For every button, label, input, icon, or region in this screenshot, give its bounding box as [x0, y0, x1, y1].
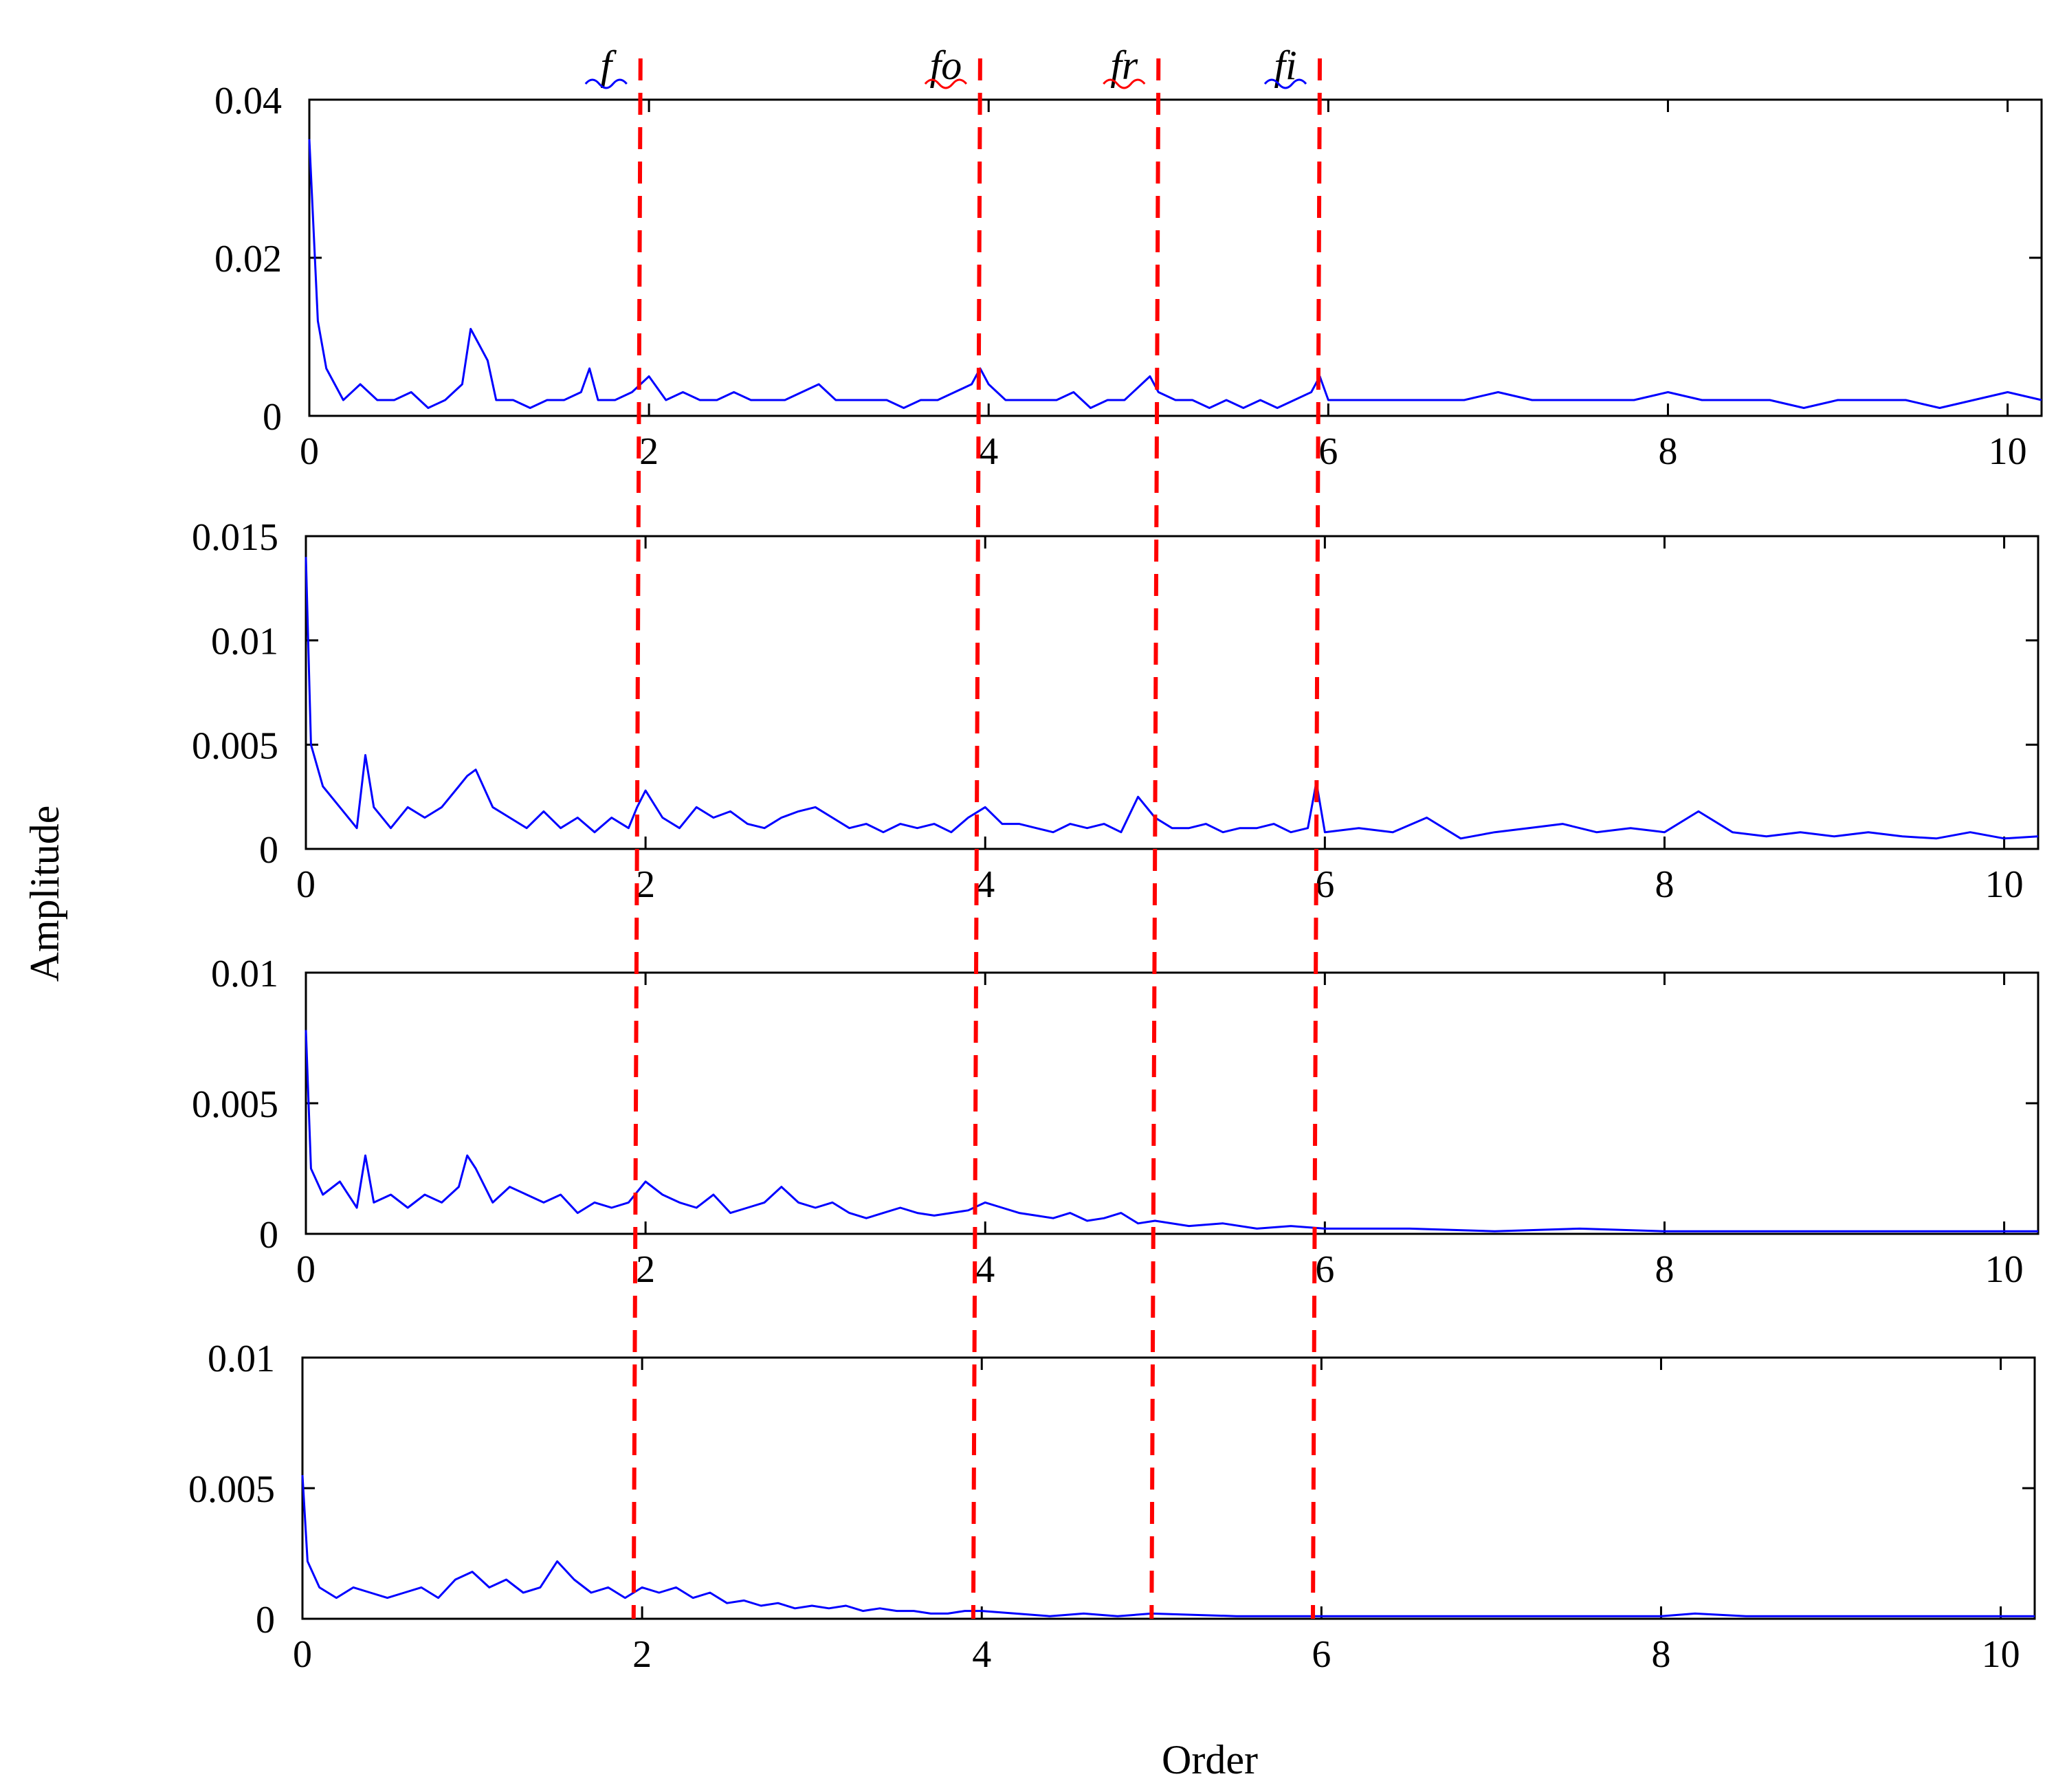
panel-2: 0 2 4 6 8 10 0 0.005 0.01 0.015 [192, 516, 2040, 906]
y-tick-label: 0.02 [214, 238, 282, 280]
x-tick-label: 8 [1651, 1633, 1670, 1676]
spectrum-line [305, 557, 2039, 840]
panels: 0 2 4 6 8 10 0 0.02 0.04 0 2 4 6 8 10 0 0.005 0.01 0.015 0 2… [188, 80, 2043, 1676]
x-tick-label: 10 [1985, 1248, 2024, 1291]
x-tick-label: 10 [1982, 1633, 2020, 1676]
y-tick-label: 0 [263, 396, 282, 439]
x-tick-label: 8 [1655, 863, 1674, 906]
spectrum-line [308, 139, 2042, 409]
spectrum-line [305, 1030, 2038, 1232]
marker-line-fi [1311, 58, 1322, 1619]
frequency-markers: f fo fr fi [584, 43, 1322, 1619]
plot-frame [301, 1356, 2036, 1620]
x-tick-label: 2 [636, 1248, 655, 1291]
plot-frame [305, 535, 2040, 850]
marker-underline [1103, 78, 1146, 89]
x-tick-label: 10 [1985, 863, 2024, 906]
y-tick-label: 0.005 [188, 1468, 275, 1511]
marker-underline [924, 78, 968, 89]
x-tick-label: 8 [1655, 1248, 1674, 1291]
x-tick-label: 4 [979, 430, 998, 473]
marker-label-fi: fi [1274, 43, 1296, 88]
panel-4: 0 2 4 6 8 10 0 0.005 0.01 [188, 1338, 2036, 1676]
marker-line-fr [1149, 58, 1161, 1619]
y-tick-label: 0 [256, 1599, 275, 1641]
y-tick-label: 0.015 [192, 516, 278, 559]
x-tick-label: 0 [293, 1633, 312, 1676]
y-tick-label: 0 [259, 1214, 278, 1257]
y-tick-label: 0.01 [211, 953, 278, 995]
x-tick-label: 6 [1315, 863, 1334, 906]
x-tick-label: 2 [632, 1633, 652, 1676]
y-tick-label: 0.01 [211, 621, 278, 663]
x-tick-label: 2 [636, 863, 655, 906]
marker-underline [1263, 78, 1307, 89]
y-tick-label: 0.005 [192, 1083, 278, 1126]
x-tick-label: 8 [1658, 430, 1677, 473]
marker-line-f [631, 58, 643, 1619]
x-tick-label: 10 [1989, 430, 2027, 473]
x-tick-label: 0 [296, 863, 316, 906]
x-tick-label: 6 [1312, 1633, 1331, 1676]
x-axis-title: Order [1162, 1737, 1258, 1782]
panel-1: 0 2 4 6 8 10 0 0.02 0.04 [214, 80, 2043, 473]
marker-underline [584, 78, 628, 89]
x-tick-label: 4 [972, 1633, 991, 1676]
spectrum-line [301, 1474, 2035, 1617]
y-tick-label: 0.005 [192, 724, 278, 767]
x-tick-label: 0 [296, 1248, 316, 1291]
x-tick-label: 6 [1315, 1248, 1334, 1291]
x-tick-label: 4 [975, 1248, 995, 1291]
y-tick-label: 0.01 [208, 1338, 275, 1380]
x-tick-label: 6 [1318, 430, 1338, 473]
y-tick-label: 0.04 [214, 80, 282, 122]
y-tick-label: 0 [259, 829, 278, 872]
x-tick-label: 0 [300, 430, 319, 473]
x-tick-label: 4 [975, 863, 995, 906]
panel-3: 0 2 4 6 8 10 0 0.005 0.01 [192, 953, 2040, 1291]
plot-frame [305, 971, 2040, 1235]
marker-line-fo [971, 58, 982, 1619]
y-axis-title: Amplitude [22, 806, 67, 982]
plot-frame [308, 98, 2043, 417]
x-tick-label: 2 [639, 430, 659, 473]
